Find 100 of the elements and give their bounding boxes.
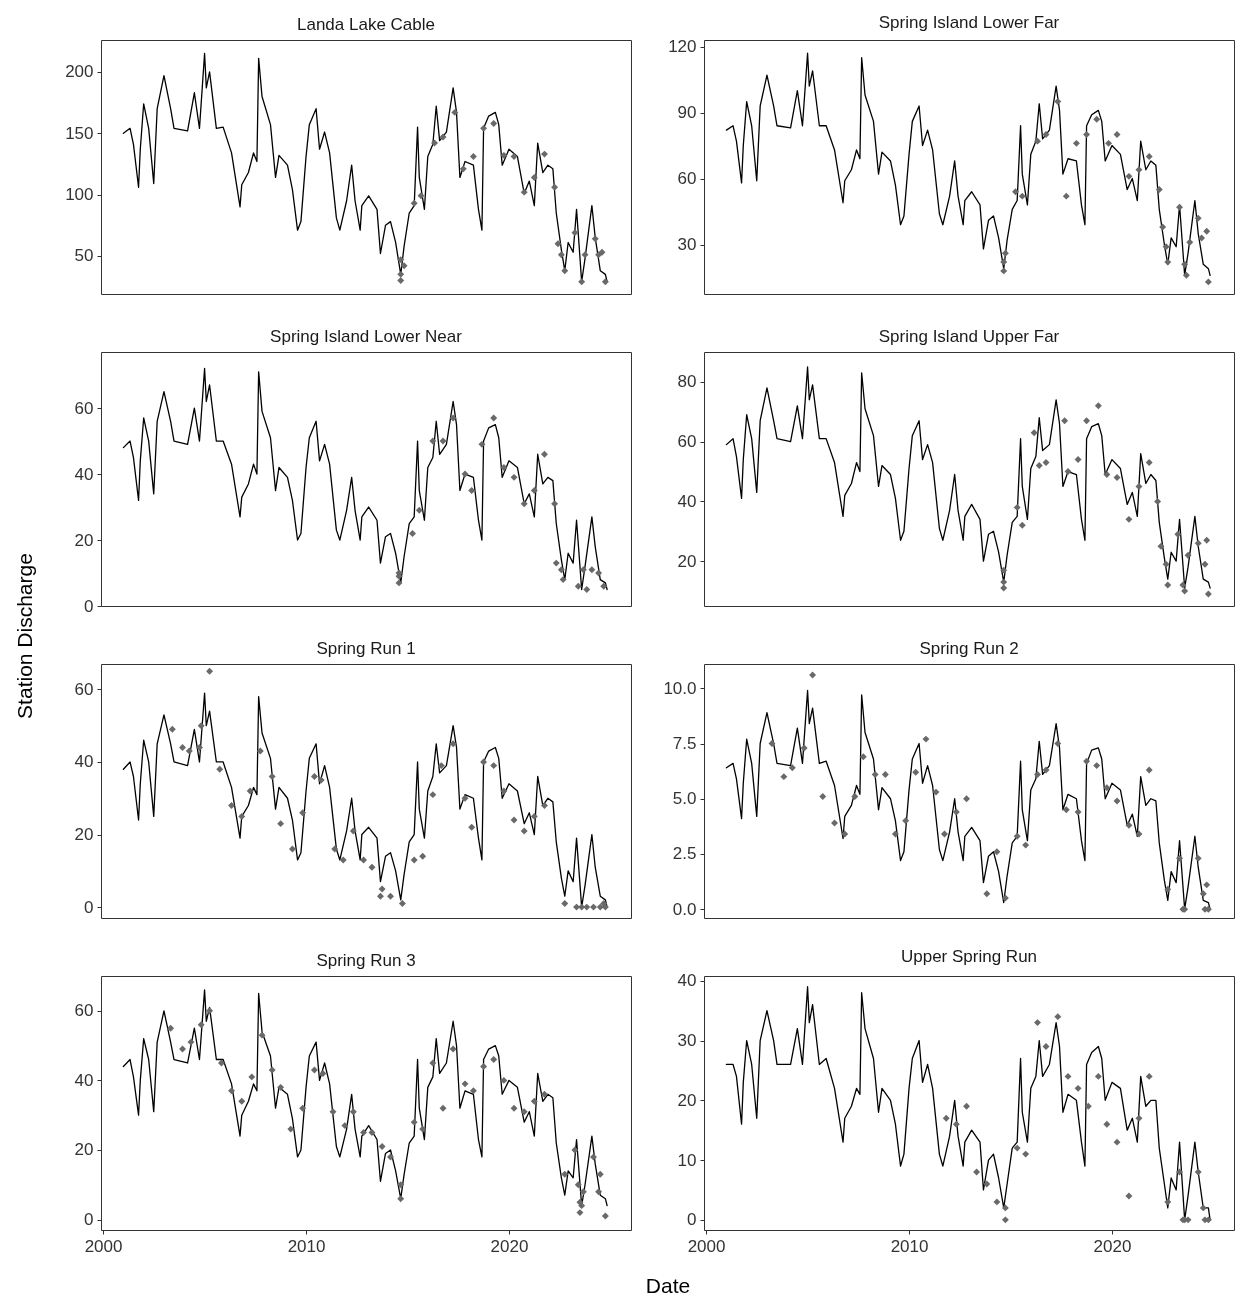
point (583, 586, 591, 593)
point (1125, 1192, 1133, 1200)
point (1022, 841, 1030, 849)
point (1012, 188, 1019, 196)
point (541, 450, 548, 458)
point (1203, 227, 1211, 235)
point (1145, 153, 1153, 161)
point (1013, 832, 1021, 840)
point (1135, 166, 1143, 174)
point (469, 1087, 477, 1095)
point (581, 251, 589, 259)
point (841, 830, 849, 838)
point (1145, 766, 1153, 774)
point (1155, 186, 1163, 194)
point (410, 1118, 418, 1126)
point (1176, 203, 1184, 211)
point (287, 1125, 295, 1133)
point (1074, 808, 1082, 816)
line-series (122, 989, 608, 1207)
point (922, 735, 930, 743)
point (1181, 260, 1189, 268)
point (1042, 131, 1050, 139)
point (1103, 471, 1111, 478)
point (520, 827, 528, 835)
point (1164, 885, 1172, 893)
point (480, 1063, 488, 1070)
point (554, 240, 562, 248)
point (1083, 757, 1091, 765)
y-tick-label: 120 (668, 37, 697, 57)
point (1194, 854, 1202, 862)
point (206, 1007, 214, 1015)
point (478, 440, 486, 448)
point (963, 1102, 971, 1110)
point (1194, 1168, 1202, 1176)
point (601, 1212, 609, 1220)
point (596, 1170, 604, 1178)
point (590, 1153, 597, 1161)
point (530, 173, 538, 181)
point (268, 1066, 276, 1074)
point (809, 671, 817, 679)
y-tick-label: 0 (687, 1210, 697, 1230)
point (561, 900, 569, 907)
point (1034, 137, 1041, 145)
y-tick-label: 2.5 (672, 844, 697, 864)
chart-title: Spring Run 3 (316, 951, 416, 970)
point (578, 1202, 586, 1210)
point (429, 437, 437, 445)
point (490, 1056, 498, 1063)
point (395, 579, 403, 587)
point (449, 1045, 457, 1053)
point (268, 773, 276, 780)
point (468, 823, 476, 831)
point (561, 1170, 569, 1178)
point (449, 414, 457, 422)
y-tick-label: 10 (677, 1150, 697, 1170)
point (187, 1038, 195, 1046)
point (598, 248, 606, 256)
y-tick-label: 40 (74, 752, 94, 772)
y-tick-label: 60 (74, 398, 94, 418)
point (387, 1153, 394, 1161)
point (1204, 590, 1212, 598)
chart-title: Spring Island Lower Far (878, 12, 1060, 32)
point (1001, 249, 1009, 257)
point (480, 124, 488, 132)
point (1001, 1216, 1009, 1224)
point (387, 892, 394, 900)
point (1083, 131, 1091, 139)
point (1074, 1084, 1082, 1092)
point (1201, 560, 1209, 568)
y-tick-label: 200 (65, 62, 94, 82)
point (490, 762, 498, 770)
point (258, 1031, 266, 1039)
point (1064, 1072, 1072, 1080)
point (1199, 1204, 1207, 1212)
point (510, 816, 518, 824)
point (439, 133, 447, 141)
point (1000, 566, 1008, 574)
x-tick-label: 2010 (890, 1236, 929, 1256)
point (551, 183, 559, 191)
y-tick-label: 5.0 (672, 789, 697, 809)
point (1135, 1114, 1143, 1122)
point (410, 856, 418, 864)
point (552, 559, 560, 567)
y-tick-label: 60 (74, 679, 94, 699)
point (339, 856, 347, 864)
y-tick-label: 10.0 (663, 678, 697, 698)
point (1093, 762, 1101, 770)
point (461, 470, 469, 478)
point (256, 747, 264, 755)
point (1061, 417, 1069, 425)
point (595, 569, 603, 577)
point (993, 1198, 1001, 1206)
point (1018, 521, 1026, 529)
point (179, 743, 186, 751)
x-tick-label: 2000 (84, 1236, 123, 1256)
point (1125, 821, 1133, 829)
point (437, 762, 445, 770)
point (1157, 542, 1165, 550)
point (993, 848, 1001, 856)
point (983, 1180, 991, 1188)
